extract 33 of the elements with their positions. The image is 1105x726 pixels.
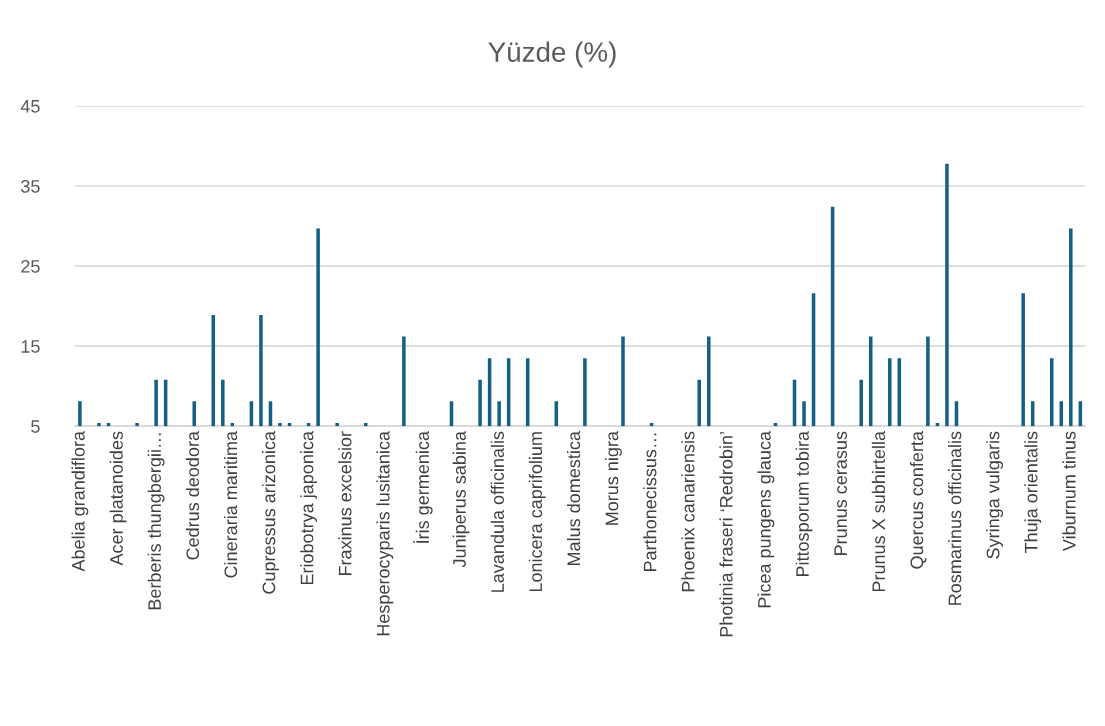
x-tick-label: Malus domestica xyxy=(566,431,581,565)
x-tick-label: Quercus conferta xyxy=(909,431,927,569)
x-tick-label: Prunus X subhirtella xyxy=(871,431,886,592)
x-tick-label: Lavandula officinalis xyxy=(490,431,504,592)
x-tick-label: Viburnum tinus xyxy=(1062,431,1076,552)
y-tick-label: 5 xyxy=(31,420,40,433)
x-tick-label: Prunus cerasus xyxy=(834,431,847,555)
x-tick-label: Acer platanoides xyxy=(109,431,127,566)
x-tick-label: Cupressus arizonica xyxy=(262,431,279,594)
x-tick-label: İris germenica xyxy=(413,431,433,543)
x-tick-label: Thuja orientalis xyxy=(1024,431,1042,554)
x-tick-label: Morus nigra xyxy=(605,431,622,525)
y-tick-label: 15 xyxy=(21,340,40,353)
x-tick-label: Rosmarinus officinalis xyxy=(948,431,962,605)
y-tick-label: 45 xyxy=(20,100,40,113)
x-tick-label: Abelia grandiflora xyxy=(71,431,89,572)
chart-title: Yüzde (%) xyxy=(488,41,616,68)
x-tick-label: Parthonecissus… xyxy=(643,433,657,572)
x-tick-label: Cedrus deodora xyxy=(185,431,200,560)
x-tick-label: Pittosporum tobira xyxy=(795,431,813,577)
x-tick-label: Phoenix canariensis xyxy=(681,431,695,592)
x-tick-label: Juniperus sabina xyxy=(452,431,470,568)
x-tick-label: Lonicera caprifolium xyxy=(528,432,546,592)
x-tick-label: Picea pungens glauca xyxy=(757,431,775,608)
x-tick-label: Fraxinus excelsior xyxy=(338,431,352,576)
x-tick-label: Berberis thungbergii… xyxy=(147,433,165,610)
y-tick-label: 25 xyxy=(21,260,40,273)
x-tick-label: Cineraria maritima xyxy=(223,431,238,578)
x-tick-label: Eriobotrya japonica xyxy=(300,431,317,585)
y-tick-label: 35 xyxy=(21,179,40,193)
x-tick-label: Hesperocyparis lusitanica xyxy=(376,431,394,636)
x-tick-label: Syringa vulgaris xyxy=(986,431,1004,559)
x-tick-label: Photinia fraseri ‘Redrobin’ xyxy=(719,432,733,637)
